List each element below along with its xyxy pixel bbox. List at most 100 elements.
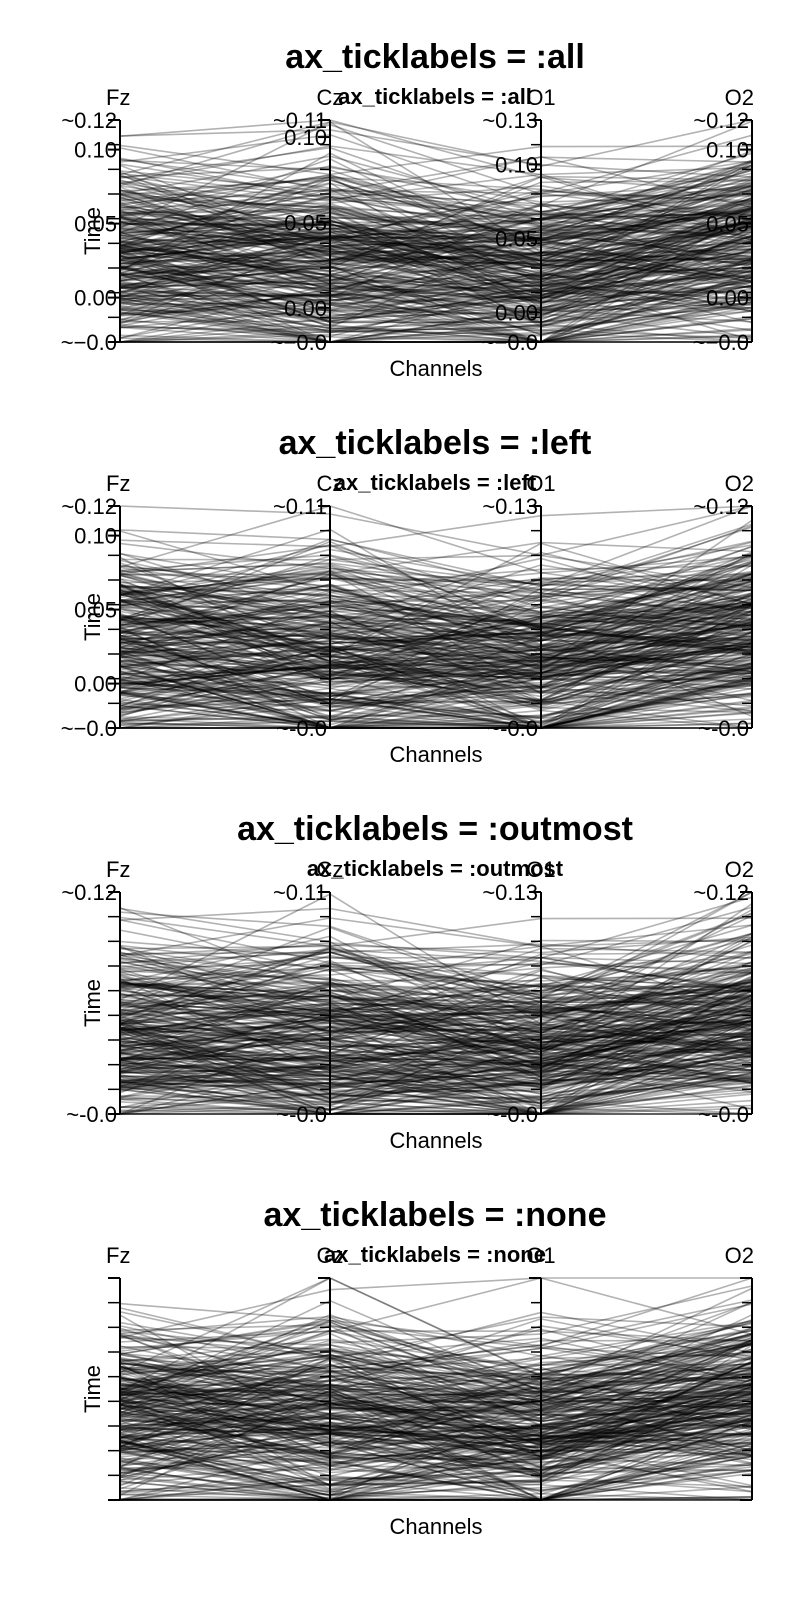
series-line (119, 306, 753, 343)
series-line (119, 1362, 753, 1439)
series-line (119, 632, 753, 694)
series-line (119, 1394, 753, 1486)
series-line (119, 893, 753, 1025)
series-line (119, 152, 753, 272)
series-line (119, 642, 753, 702)
series-line (119, 645, 753, 707)
axis-max-label: ~0.13 (482, 108, 538, 133)
series-line (120, 652, 753, 729)
series-line (119, 1384, 753, 1487)
series-line (119, 961, 753, 1054)
series-line (119, 1328, 753, 1394)
series-line (119, 1438, 753, 1501)
series-line (119, 1391, 753, 1410)
series-line (119, 188, 753, 281)
axis-tick-label: 0.00 (74, 672, 117, 697)
series-line (119, 948, 753, 1020)
series-line (119, 1064, 753, 1081)
series-line (119, 1006, 753, 1078)
series-line (119, 1377, 753, 1446)
axis-tick-label: 0.10 (74, 138, 117, 163)
series-line (119, 1029, 753, 1115)
series-line (119, 585, 753, 655)
series-line (119, 1475, 753, 1501)
panel-1: ax_ticklabels = :all ax_ticklabels = :all… (61, 38, 754, 381)
series-line (119, 559, 753, 657)
series-line (119, 1023, 753, 1107)
series-line (119, 984, 753, 1073)
series-line (119, 956, 753, 1025)
series-line (119, 172, 753, 218)
series-line (119, 1372, 753, 1445)
series-line (119, 227, 753, 324)
series-line (119, 567, 753, 599)
series-line (119, 980, 753, 1082)
series-line (119, 1362, 753, 1441)
axis-cz: Cz (317, 1243, 343, 1501)
series-line (119, 164, 753, 242)
series-line (119, 1353, 753, 1387)
series-line (119, 225, 753, 295)
series-line (119, 231, 753, 314)
series-line (119, 623, 753, 670)
series-line (119, 1386, 753, 1481)
series-line (119, 651, 753, 718)
series-line (119, 176, 753, 286)
series-line (119, 202, 753, 285)
series-line (119, 573, 753, 630)
series-line (119, 1330, 753, 1372)
axis-name: O2 (725, 857, 754, 882)
series-line (119, 620, 753, 729)
series-line (119, 971, 753, 1074)
series-line (119, 229, 753, 329)
series-line (119, 197, 753, 288)
series-line (119, 939, 753, 1001)
series-line (119, 1049, 753, 1098)
series-line (119, 1362, 753, 1488)
series-line (119, 1383, 753, 1445)
series-line (119, 294, 753, 334)
series-line (119, 238, 753, 299)
series-line (119, 505, 753, 624)
series-line (119, 1020, 753, 1069)
series-line (119, 199, 753, 302)
series-line (119, 198, 753, 256)
series-line (119, 639, 753, 710)
series-line (119, 984, 753, 1063)
series-lines (119, 119, 753, 343)
series-line (119, 642, 753, 687)
series-line (119, 526, 753, 639)
series-line (119, 310, 753, 343)
series-line (119, 276, 753, 330)
series-line (119, 215, 753, 317)
series-line (119, 1028, 753, 1099)
series-line (119, 1389, 753, 1477)
series-line (119, 1325, 753, 1438)
series-line (119, 505, 753, 557)
series-line (119, 150, 753, 269)
series-line (119, 211, 753, 275)
series-line (119, 1004, 753, 1026)
series-line (119, 1429, 753, 1491)
series-line (119, 651, 753, 729)
series-line (119, 251, 753, 300)
series-line (119, 1396, 753, 1474)
series-line (119, 1063, 753, 1109)
series-line (119, 604, 753, 728)
series-line (119, 1009, 753, 1067)
series-line (119, 1417, 753, 1449)
series-line (119, 265, 753, 336)
axis-fz: Fz~0.12 ~-0.0 (61, 857, 130, 1127)
series-line (119, 1014, 753, 1065)
series-line (119, 630, 753, 663)
series-line (119, 610, 753, 676)
series-line (119, 1008, 753, 1082)
series-line (119, 1067, 753, 1086)
series-line (119, 207, 753, 294)
series-line (119, 203, 753, 299)
axis-min-label: ~-0.0 (276, 1102, 327, 1127)
series-line (119, 1403, 753, 1478)
series-line (119, 1401, 753, 1466)
series-line (119, 1370, 753, 1442)
series-line (119, 618, 753, 711)
